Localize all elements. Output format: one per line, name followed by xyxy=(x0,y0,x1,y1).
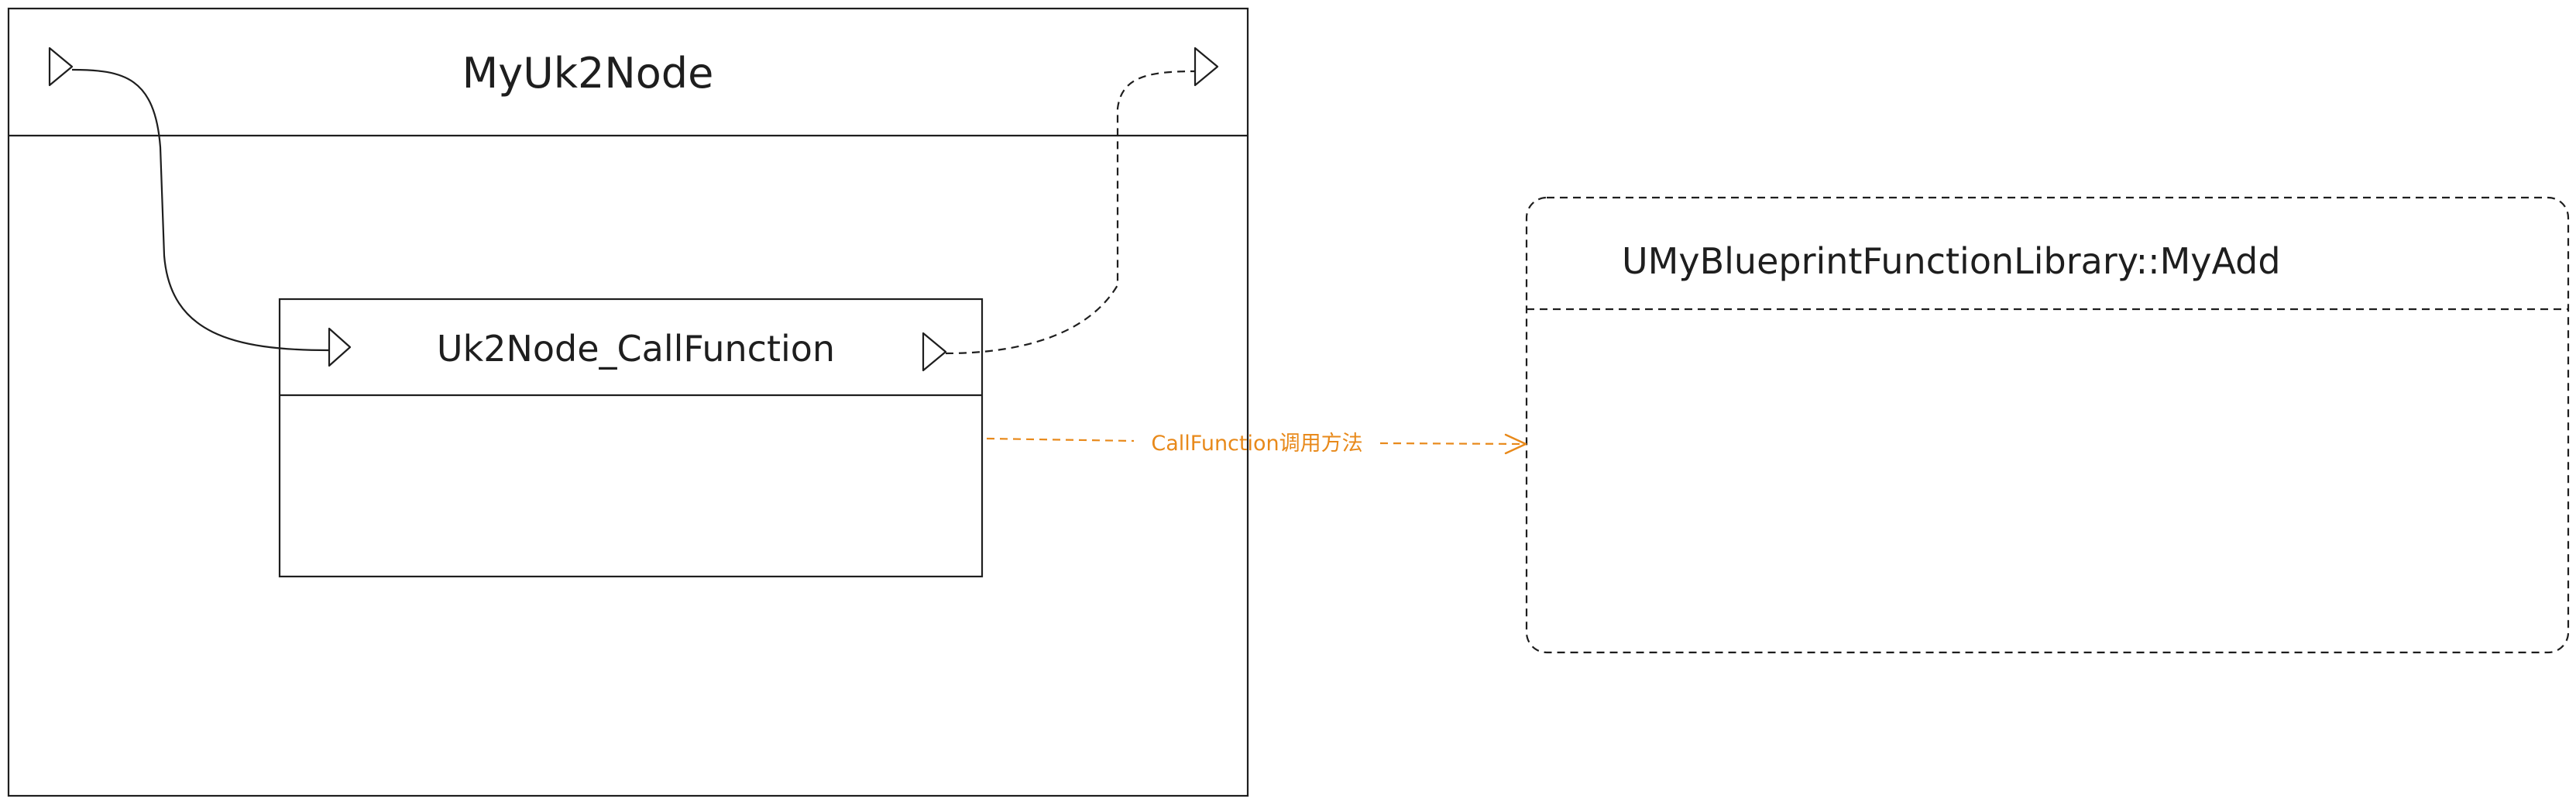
exec-in-wire[interactable] xyxy=(71,68,330,352)
outer-node-frame xyxy=(7,7,1249,797)
outer-exec-out-pin-icon[interactable] xyxy=(1194,46,1219,87)
target-function-title: UMyBlueprintFunctionLibrary::MyAdd xyxy=(1622,240,2281,282)
target-function-node[interactable]: UMyBlueprintFunctionLibrary::MyAdd xyxy=(1525,196,2570,654)
inner-node-title: Uk2Node_CallFunction xyxy=(437,328,835,370)
open-arrow-head-icon xyxy=(1504,433,1527,455)
exec-out-wire[interactable] xyxy=(945,70,1196,355)
call-function-edge[interactable]: CallFunction调用方法 xyxy=(986,432,1527,456)
inner-exec-in-pin-icon[interactable] xyxy=(328,327,352,367)
target-function-frame xyxy=(1525,196,2570,654)
call-edge-line-right xyxy=(1379,442,1525,446)
outer-node-title: MyUk2Node xyxy=(462,49,714,98)
call-edge-line-left xyxy=(986,437,1135,442)
outer-node[interactable]: MyUk2Node xyxy=(7,7,1249,797)
inner-exec-out-pin-icon[interactable] xyxy=(922,332,947,372)
inner-node-frame xyxy=(278,298,984,578)
outer-exec-in-pin-icon[interactable] xyxy=(48,46,74,87)
inner-node[interactable]: Uk2Node_CallFunction xyxy=(278,298,984,578)
call-edge-label: CallFunction调用方法 xyxy=(1151,432,1362,456)
